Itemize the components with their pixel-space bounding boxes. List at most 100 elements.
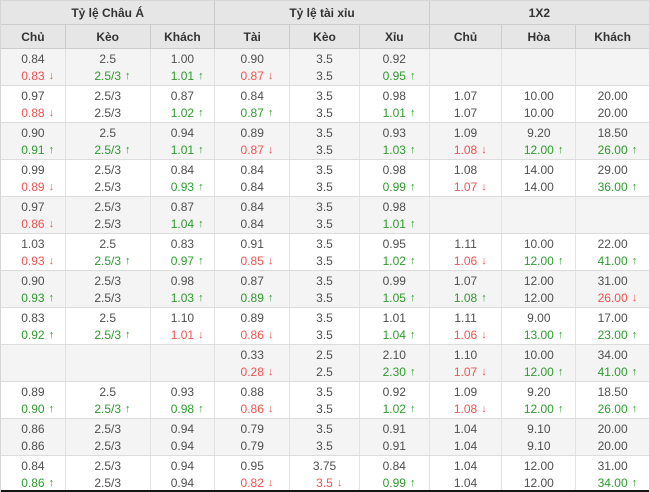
odds-open-value: 0.95 xyxy=(240,459,264,473)
odds-open-value: 0.91 xyxy=(382,422,406,436)
odds-open-value: 0.90 xyxy=(21,126,45,140)
odds-cell: 1.01 1.04 ↑ xyxy=(360,308,430,344)
odds-open-value xyxy=(430,51,502,68)
table-row: 1.03 0.93 ↓ 2.5 2.5/3 ↑ 0.83 0.97 ↑ 0.91 0.85 ↓ 3.5 3… xyxy=(1,234,649,271)
odds-open-value: 0.84 xyxy=(240,163,264,177)
up-arrow-icon: ↑ xyxy=(267,107,274,119)
up-arrow-icon: ↑ xyxy=(409,477,416,489)
up-arrow-icon: ↑ xyxy=(198,181,204,193)
odds-open-value: 0.93 xyxy=(382,126,406,140)
up-arrow-icon: ↑ xyxy=(557,144,564,156)
odds-cell: 0.84 0.99 ↑ xyxy=(360,456,430,492)
odds-open-value: 18.50 xyxy=(597,126,628,140)
odds-open-value: 3.5 xyxy=(316,126,333,140)
odds-cell: 0.79 0.79 xyxy=(215,419,291,455)
odds-open-value: 2.10 xyxy=(382,348,406,362)
table-column-header-row: Chủ Kèo Khách Tài Kèo Xỉu Chủ Hòa Khách xyxy=(1,25,649,49)
odds-current-value: 3.5 ↓ xyxy=(316,476,343,490)
odds-cell: 0.86 0.86 xyxy=(1,419,66,455)
odds-cell: 10.00 12.00 ↑ xyxy=(502,234,577,270)
down-arrow-icon: ↓ xyxy=(267,70,274,82)
down-arrow-icon: ↓ xyxy=(48,107,55,119)
odds-cell: 1.04 1.04 xyxy=(430,456,503,492)
odds-current-value: 1.02 ↑ xyxy=(382,402,416,416)
odds-open-value: 0.97 xyxy=(21,89,45,103)
odds-open-value: 0.98 xyxy=(170,274,195,288)
up-arrow-icon: ↑ xyxy=(267,292,274,304)
odds-cell: 31.00 26.00 ↓ xyxy=(576,271,649,307)
odds-current-value: 2.5/3 xyxy=(94,106,122,120)
odds-open-value: 20.00 xyxy=(597,422,628,436)
odds-cell xyxy=(430,197,503,233)
odds-open-value: 1.10 xyxy=(170,311,195,325)
odds-cell: 0.95 0.82 ↓ xyxy=(215,456,291,492)
odds-cell: 0.83 0.92 ↑ xyxy=(1,308,66,344)
odds-current-value: 0.91 ↑ xyxy=(21,143,55,157)
odds-current-value: 0.89 ↓ xyxy=(21,180,55,194)
odds-cell: 0.90 0.93 ↑ xyxy=(1,271,66,307)
table-row: 0.97 0.86 ↓ 2.5/3 2.5/3 0.87 1.04 ↑ 0.84 0.84 3.5 3… xyxy=(1,197,649,234)
odds-current-value: 0.28 ↓ xyxy=(240,365,274,379)
odds-open-value: 1.00 xyxy=(170,52,195,66)
odds-open-value: 9.00 xyxy=(527,311,551,325)
odds-open-value: 3.5 xyxy=(316,385,333,399)
odds-current-value xyxy=(576,216,649,233)
odds-current-value: 1.07 ↓ xyxy=(453,365,487,379)
up-arrow-icon: ↑ xyxy=(557,403,564,415)
down-arrow-icon: ↓ xyxy=(48,218,55,230)
odds-open-value: 2.5/3 xyxy=(94,274,122,288)
odds-cell xyxy=(576,197,649,233)
up-arrow-icon: ↑ xyxy=(198,403,204,415)
odds-open-value: 0.83 xyxy=(170,237,195,251)
odds-cell: 9.20 12.00 ↑ xyxy=(502,382,577,418)
odds-open-value: 0.84 xyxy=(21,459,45,473)
up-arrow-icon: ↑ xyxy=(557,366,564,378)
odds-open-value: 17.00 xyxy=(597,311,628,325)
odds-cell: 10.00 10.00 xyxy=(502,86,577,122)
odds-cell: 3.5 3.5 xyxy=(290,160,360,196)
table-row: 0.84 0.83 ↓ 2.5 2.5/3 ↑ 1.00 1.01 ↑ 0.90 0.87 ↓ 3.5 3… xyxy=(1,49,649,86)
odds-open-value: 1.04 xyxy=(453,459,478,473)
odds-cell: 0.89 0.87 ↓ xyxy=(215,123,291,159)
odds-cell: 22.00 41.00 ↑ xyxy=(576,234,649,270)
odds-open-value: 0.90 xyxy=(240,52,264,66)
odds-current-value: 0.90 ↑ xyxy=(21,402,55,416)
odds-current-value: 1.02 ↑ xyxy=(170,106,204,120)
odds-cell: 3.75 3.5 ↓ xyxy=(290,456,360,492)
odds-open-value: 12.00 xyxy=(523,459,554,473)
down-arrow-icon: ↓ xyxy=(48,181,55,193)
odds-cell: 20.00 20.00 xyxy=(576,419,649,455)
odds-open-value: 0.98 xyxy=(382,200,406,214)
odds-cell: 0.97 0.88 ↓ xyxy=(1,86,66,122)
odds-open-value: 0.89 xyxy=(21,385,45,399)
odds-open-value: 1.01 xyxy=(382,311,406,325)
odds-cell: 0.88 0.86 ↓ xyxy=(215,382,291,418)
down-arrow-icon: ↓ xyxy=(481,255,487,267)
down-arrow-icon: ↓ xyxy=(267,255,274,267)
odds-cell: 0.84 0.86 ↑ xyxy=(1,456,66,492)
odds-cell: 20.00 20.00 xyxy=(576,86,649,122)
odds-cell: 29.00 36.00 ↑ xyxy=(576,160,649,196)
odds-cell: 3.5 3.5 xyxy=(290,123,360,159)
odds-cell xyxy=(430,49,503,85)
odds-cell: 0.83 0.97 ↑ xyxy=(151,234,216,270)
odds-current-value: 1.04 ↑ xyxy=(382,328,416,342)
odds-open-value: 0.84 xyxy=(382,459,406,473)
odds-cell: 1.09 1.08 ↓ xyxy=(430,382,503,418)
down-arrow-icon: ↓ xyxy=(267,477,274,489)
odds-open-value: 0.83 xyxy=(21,311,45,325)
odds-open-value: 0.88 xyxy=(240,385,264,399)
group-header-over-under: Tỷ lệ tài xỉu xyxy=(215,1,430,24)
up-arrow-icon: ↑ xyxy=(631,477,638,489)
odds-open-value: 0.87 xyxy=(240,274,264,288)
odds-current-value: 0.93 ↑ xyxy=(21,291,55,305)
odds-cell xyxy=(151,345,216,381)
odds-cell: 1.08 1.07 ↓ xyxy=(430,160,503,196)
odds-cell: 34.00 41.00 ↑ xyxy=(576,345,649,381)
odds-cell: 3.5 3.5 xyxy=(290,308,360,344)
odds-cell: 3.5 3.5 xyxy=(290,234,360,270)
group-header-1x2: 1X2 xyxy=(528,5,551,20)
odds-current-value: 0.93 ↓ xyxy=(21,254,55,268)
odds-current-value: 3.5 xyxy=(316,328,333,342)
odds-open-value: 0.98 xyxy=(382,89,406,103)
